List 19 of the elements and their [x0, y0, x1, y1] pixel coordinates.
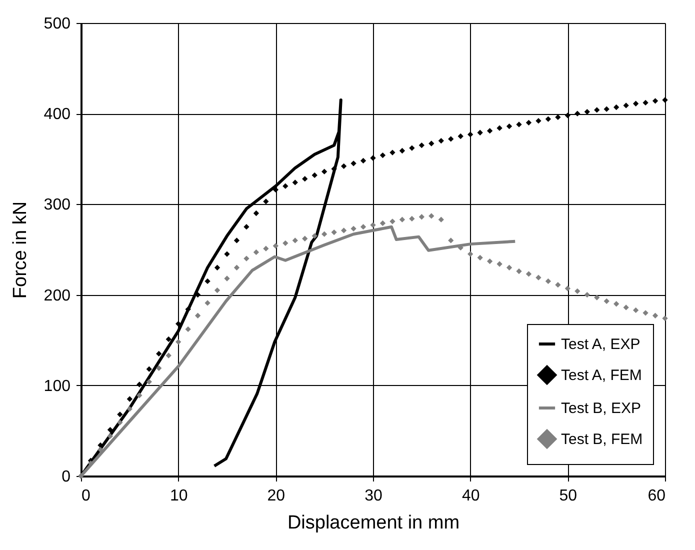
y-axis-title: Force in kN [10, 201, 31, 299]
x-axis-title: Displacement in mm [287, 512, 460, 534]
y-tick-label: 500 [44, 16, 71, 32]
y-tick-label: 0 [62, 468, 71, 486]
y-tick-label: 200 [44, 287, 71, 304]
x-tick-label: 40 [462, 488, 480, 504]
x-tick-label: 20 [267, 488, 286, 504]
y-tick-label: 100 [44, 378, 71, 395]
x-tick-label: 0 [82, 488, 90, 504]
y-tick-label: 300 [44, 196, 71, 214]
legend-label: Test B, EXP [561, 400, 642, 417]
x-tick-label: 10 [170, 488, 188, 504]
legend-label: Test A, FEM [561, 367, 642, 384]
legend-label: Test B, FEM [561, 431, 643, 448]
y-tick-label: 400 [44, 106, 71, 124]
x-tick-label: 60 [648, 488, 666, 504]
x-tick-label: 50 [559, 488, 578, 504]
x-tick-label: 30 [364, 488, 382, 504]
legend-label: Test A, EXP [561, 336, 640, 353]
